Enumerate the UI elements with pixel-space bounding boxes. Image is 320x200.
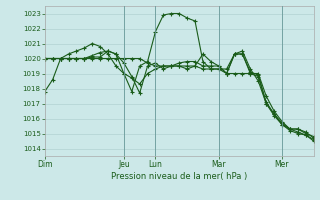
X-axis label: Pression niveau de la mer( hPa ): Pression niveau de la mer( hPa ) [111, 172, 247, 181]
